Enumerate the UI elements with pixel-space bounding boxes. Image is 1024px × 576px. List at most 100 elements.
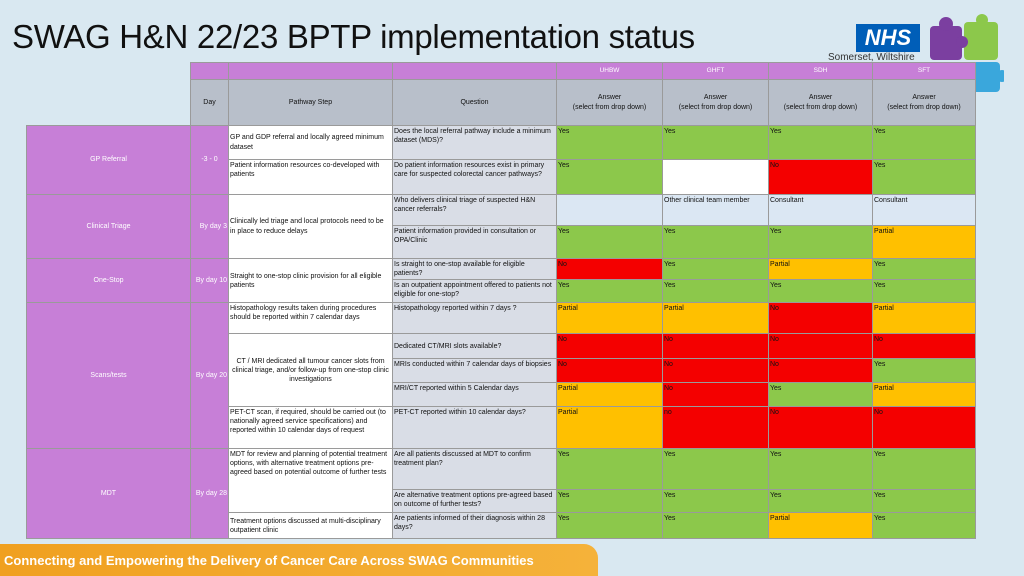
answer-cell[interactable]: Yes <box>556 489 663 514</box>
answer-cell[interactable]: No <box>662 382 769 408</box>
pathway-step: CT / MRI dedicated all tumour cancer slo… <box>228 333 393 408</box>
org-header-blank <box>392 62 557 80</box>
answer-cell[interactable]: Yes <box>872 448 976 491</box>
answer-cell[interactable]: Yes <box>768 279 873 304</box>
answer-cell[interactable]: Partial <box>768 512 873 540</box>
status-table: UHBW GHFT SDH SFT Day Pathway Step Quest… <box>26 62 976 540</box>
answer-cell[interactable]: Yes <box>662 225 769 259</box>
answer-cell[interactable]: Partial <box>768 257 873 281</box>
answer-cell[interactable]: Partial <box>662 302 769 335</box>
answer-cell[interactable]: no <box>662 406 769 450</box>
answer-cell[interactable]: Partial <box>872 382 976 408</box>
answer-cell[interactable]: Yes <box>872 125 976 160</box>
pathway-step: Treatment options discussed at multi-dis… <box>228 512 393 540</box>
answer-cell[interactable]: No <box>662 358 769 384</box>
answer-cell[interactable]: Yes <box>872 512 976 540</box>
pathway-step: Straight to one-stop clinic provision fo… <box>228 257 393 304</box>
question-cell: Is straight to one-stop available for el… <box>392 257 557 281</box>
question-cell: Histopathology reported within 7 days ? <box>392 302 557 335</box>
answer-cell[interactable]: No <box>768 358 873 384</box>
question-cell: MRIs conducted within 7 calendar days of… <box>392 358 557 384</box>
pathway-step: GP and GDP referral and locally agreed m… <box>228 125 393 160</box>
answer-cell[interactable]: Yes <box>768 448 873 491</box>
answer-cell[interactable]: Yes <box>556 279 663 304</box>
org-header-ghft: GHFT <box>662 62 769 80</box>
answer-cell[interactable]: Yes <box>872 257 976 281</box>
answer-cell[interactable]: Partial <box>556 406 663 450</box>
answer-cell[interactable]: Yes <box>556 448 663 491</box>
answer-cell[interactable]: Yes <box>556 512 663 540</box>
section-day: By day 20 <box>190 302 229 450</box>
answer-cell[interactable]: No <box>872 333 976 360</box>
answer-cell[interactable]: No <box>556 358 663 384</box>
answer-cell[interactable]: No <box>768 302 873 335</box>
section-day: By day 3 <box>190 194 229 259</box>
footer-text: Connecting and Empowering the Delivery o… <box>4 553 534 568</box>
org-header-blank <box>190 62 229 80</box>
answer-cell[interactable]: Yes <box>872 489 976 514</box>
answer-cell[interactable]: Consultant <box>768 194 873 226</box>
answer-cell[interactable]: Other clinical team member <box>662 194 769 226</box>
answer-cell[interactable]: Partial <box>872 302 976 335</box>
answer-cell[interactable]: Yes <box>556 125 663 160</box>
section-scans-tests: Scans/tests <box>26 302 191 450</box>
answer-cell[interactable]: No <box>768 333 873 360</box>
answer-cell[interactable]: Yes <box>872 279 976 304</box>
header-answer: Answer (select from drop down) <box>768 79 873 126</box>
pathway-step: PET-CT scan, if required, should be carr… <box>228 406 393 450</box>
org-header-blank <box>228 62 393 80</box>
answer-cell[interactable] <box>662 159 769 195</box>
nhs-logo: NHS <box>856 24 920 52</box>
answer-cell[interactable]: Yes <box>556 225 663 259</box>
question-cell: Are all patients discussed at MDT to con… <box>392 448 557 491</box>
question-cell: Patient information provided in consulta… <box>392 225 557 259</box>
pathway-step: Histopathology results taken during proc… <box>228 302 393 335</box>
section-one-stop: One-Stop <box>26 257 191 304</box>
answer-cell[interactable]: Yes <box>768 489 873 514</box>
question-cell: Are alternative treatment options pre-ag… <box>392 489 557 514</box>
question-cell: Dedicated CT/MRI slots available? <box>392 333 557 360</box>
answer-cell[interactable]: Consultant <box>872 194 976 226</box>
header-pathway-step: Pathway Step <box>228 79 393 126</box>
header-answer: Answer (select from drop down) <box>872 79 976 126</box>
answer-cell[interactable]: Yes <box>662 125 769 160</box>
section-day: -3 - 0 <box>190 125 229 195</box>
org-header-sft: SFT <box>872 62 976 80</box>
answer-cell[interactable]: No <box>872 406 976 450</box>
answer-cell[interactable]: Yes <box>662 448 769 491</box>
answer-cell[interactable]: Yes <box>872 159 976 195</box>
answer-cell[interactable]: No <box>556 257 663 281</box>
answer-cell[interactable]: Yes <box>768 225 873 259</box>
section-day: By day 28 <box>190 448 229 540</box>
answer-cell[interactable]: Yes <box>662 279 769 304</box>
pathway-step: MDT for review and planning of potential… <box>228 448 393 514</box>
answer-cell[interactable]: Yes <box>768 125 873 160</box>
answer-cell[interactable]: Yes <box>768 382 873 408</box>
answer-cell[interactable]: Yes <box>556 159 663 195</box>
answer-cell[interactable]: Partial <box>556 382 663 408</box>
corner-blank <box>27 63 191 80</box>
answer-cell[interactable] <box>556 194 663 226</box>
answer-cell[interactable]: Yes <box>662 512 769 540</box>
section-gp-referral: GP Referral <box>26 125 191 195</box>
question-cell: MRI/CT reported within 5 Calendar days <box>392 382 557 408</box>
answer-cell[interactable]: Partial <box>556 302 663 335</box>
org-name: Somerset, Wiltshire <box>828 52 915 63</box>
answer-cell[interactable]: No <box>768 406 873 450</box>
pathway-step: Patient information resources co-develop… <box>228 159 393 195</box>
answer-cell[interactable]: Partial <box>872 225 976 259</box>
answer-cell[interactable]: Yes <box>662 489 769 514</box>
pathway-step: Clinically led triage and local protocol… <box>228 194 393 259</box>
answer-cell[interactable]: No <box>662 333 769 360</box>
header-answer: Answer (select from drop down) <box>556 79 663 126</box>
footer-banner: Connecting and Empowering the Delivery o… <box>0 544 598 576</box>
answer-cell[interactable]: Yes <box>872 358 976 384</box>
answer-cell[interactable]: No <box>768 159 873 195</box>
header-question: Question <box>392 79 557 126</box>
question-cell: Who delivers clinical triage of suspecte… <box>392 194 557 226</box>
answer-cell[interactable]: No <box>556 333 663 360</box>
page-title: SWAG H&N 22/23 BPTP implementation statu… <box>12 18 695 55</box>
answer-cell[interactable]: Yes <box>662 257 769 281</box>
header-answer: Answer (select from drop down) <box>662 79 769 126</box>
question-cell: Does the local referral pathway include … <box>392 125 557 160</box>
